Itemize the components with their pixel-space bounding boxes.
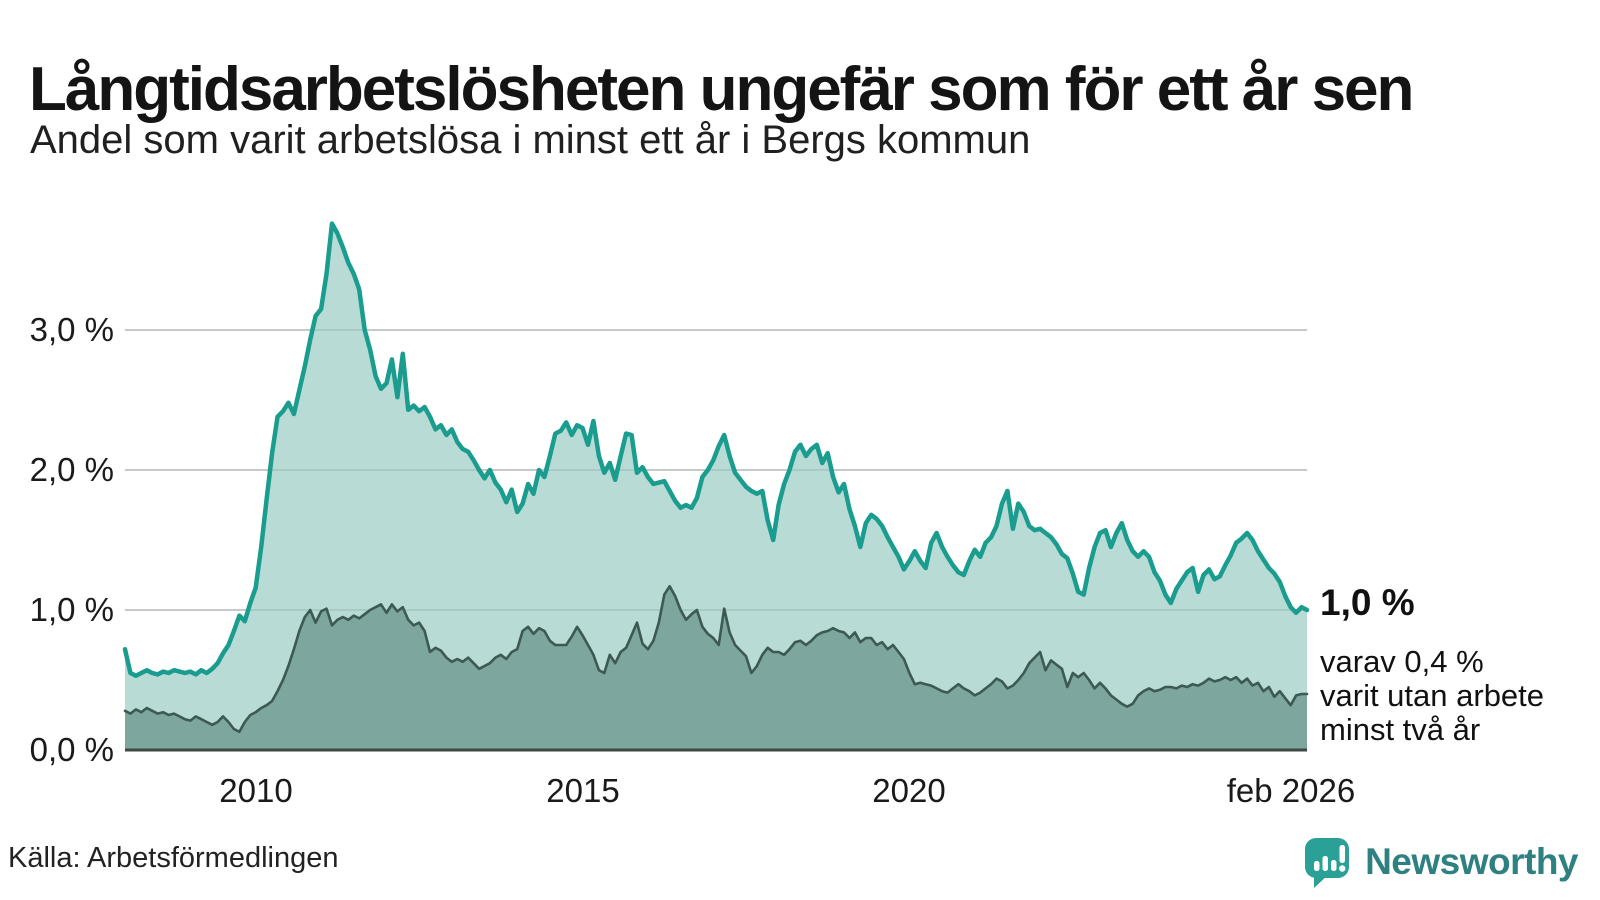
x-tick-label: 2010 [219, 772, 293, 809]
y-tick-label: 2,0 % [29, 451, 114, 488]
latest-value-label: 1,0 % [1320, 582, 1415, 623]
series-line-one-year [122, 221, 1310, 679]
series-area-one-year [125, 223, 1307, 751]
page-title: Långtidsarbetslösheten ungefär som för e… [29, 54, 1414, 124]
y-tick-label: 0,0 % [29, 731, 114, 768]
y-tick-label: 1,0 % [29, 591, 114, 628]
x-tick-label: 2020 [872, 772, 946, 809]
newsworthy-wordmark: Newsworthy [1365, 841, 1578, 882]
newsworthy-bubble-icon [1305, 838, 1350, 888]
newsworthy-logo: Newsworthy [1301, 836, 1578, 888]
x-tick-label: feb 2026 [1226, 772, 1356, 809]
page-subtitle: Andel som varit arbetslösa i minst ett å… [30, 118, 1031, 162]
secondary-note: varav 0,4 % varit utan arbete minst två … [1320, 645, 1544, 747]
secondary-note-line: varit utan arbete [1320, 678, 1545, 713]
series-area-two-years [125, 586, 1307, 750]
x-tick-label: 2015 [546, 772, 620, 809]
secondary-note-line: varav 0,4 % [1320, 644, 1484, 679]
y-tick-label: 3,0 % [29, 311, 114, 348]
series-line-two-years [123, 584, 1309, 734]
secondary-note-line: minst två år [1320, 712, 1481, 747]
source-credit: Källa: Arbetsförmedlingen [8, 842, 339, 874]
